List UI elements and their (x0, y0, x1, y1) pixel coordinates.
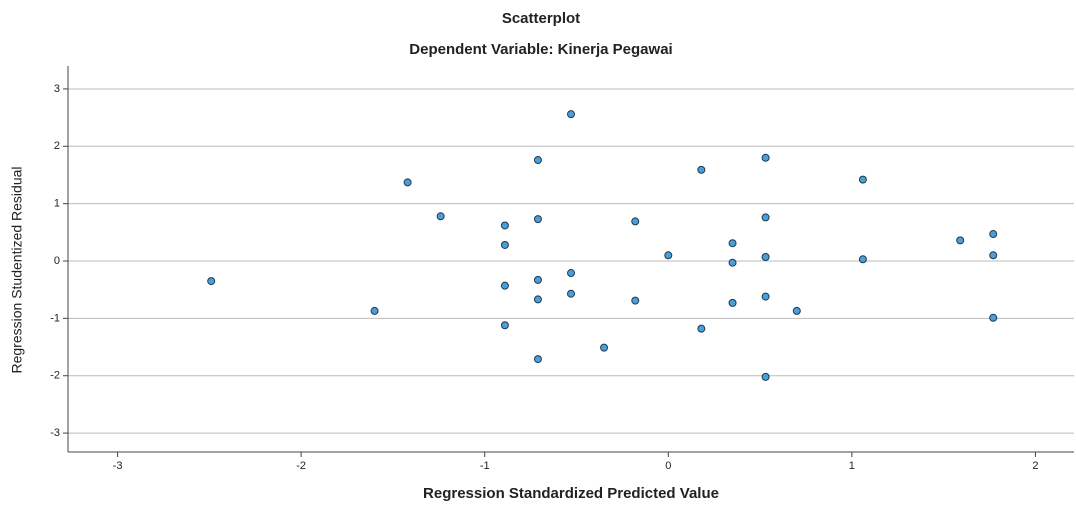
y-tick-label: 2 (54, 140, 60, 152)
point (533, 156, 542, 165)
point (533, 355, 542, 364)
point (989, 230, 998, 239)
x-tick-label: -1 (480, 460, 490, 472)
point (533, 215, 542, 224)
point (761, 292, 770, 301)
point (631, 296, 640, 305)
point (207, 277, 216, 286)
y-tick-label: 0 (54, 255, 60, 267)
point (370, 306, 379, 315)
point (567, 269, 575, 278)
point (567, 110, 575, 119)
chart-subtitle: Dependent Variable: Kinerja Pegawai (409, 41, 672, 58)
point (436, 212, 445, 221)
point (567, 289, 575, 298)
point (761, 153, 770, 162)
point (728, 298, 737, 307)
x-tick-label: -3 (113, 460, 123, 472)
chart-title: Scatterplot (502, 10, 580, 27)
x-tick-label: 0 (665, 460, 671, 472)
x-tick-label: 2 (1032, 460, 1038, 472)
x-tick-label: 1 (849, 460, 855, 472)
point (500, 281, 509, 290)
point (631, 217, 640, 226)
point (664, 251, 673, 260)
point (761, 372, 770, 381)
point (728, 258, 737, 267)
y-tick-label: -2 (50, 370, 60, 382)
point (500, 221, 509, 230)
x-tick-label: -2 (296, 460, 306, 472)
y-tick-label: -1 (50, 312, 60, 324)
point (989, 313, 998, 322)
point (697, 324, 706, 333)
point (728, 239, 737, 248)
point (533, 295, 542, 304)
y-tick-label: 1 (54, 198, 60, 210)
point (761, 252, 770, 261)
y-tick-label: -3 (50, 427, 60, 439)
point (533, 275, 542, 284)
point (792, 306, 801, 315)
point (761, 213, 770, 222)
x-axis-title: Regression Standardized Predicted Value (423, 485, 719, 502)
y-axis-title: Regression Studentized Residual (9, 166, 25, 373)
y-tick-label: 3 (54, 83, 60, 95)
point (858, 255, 867, 264)
point (600, 343, 609, 352)
point (989, 251, 998, 260)
point (500, 321, 509, 330)
point (697, 165, 706, 174)
point (858, 175, 867, 184)
point (956, 236, 965, 245)
point (403, 178, 412, 187)
point (500, 240, 509, 249)
